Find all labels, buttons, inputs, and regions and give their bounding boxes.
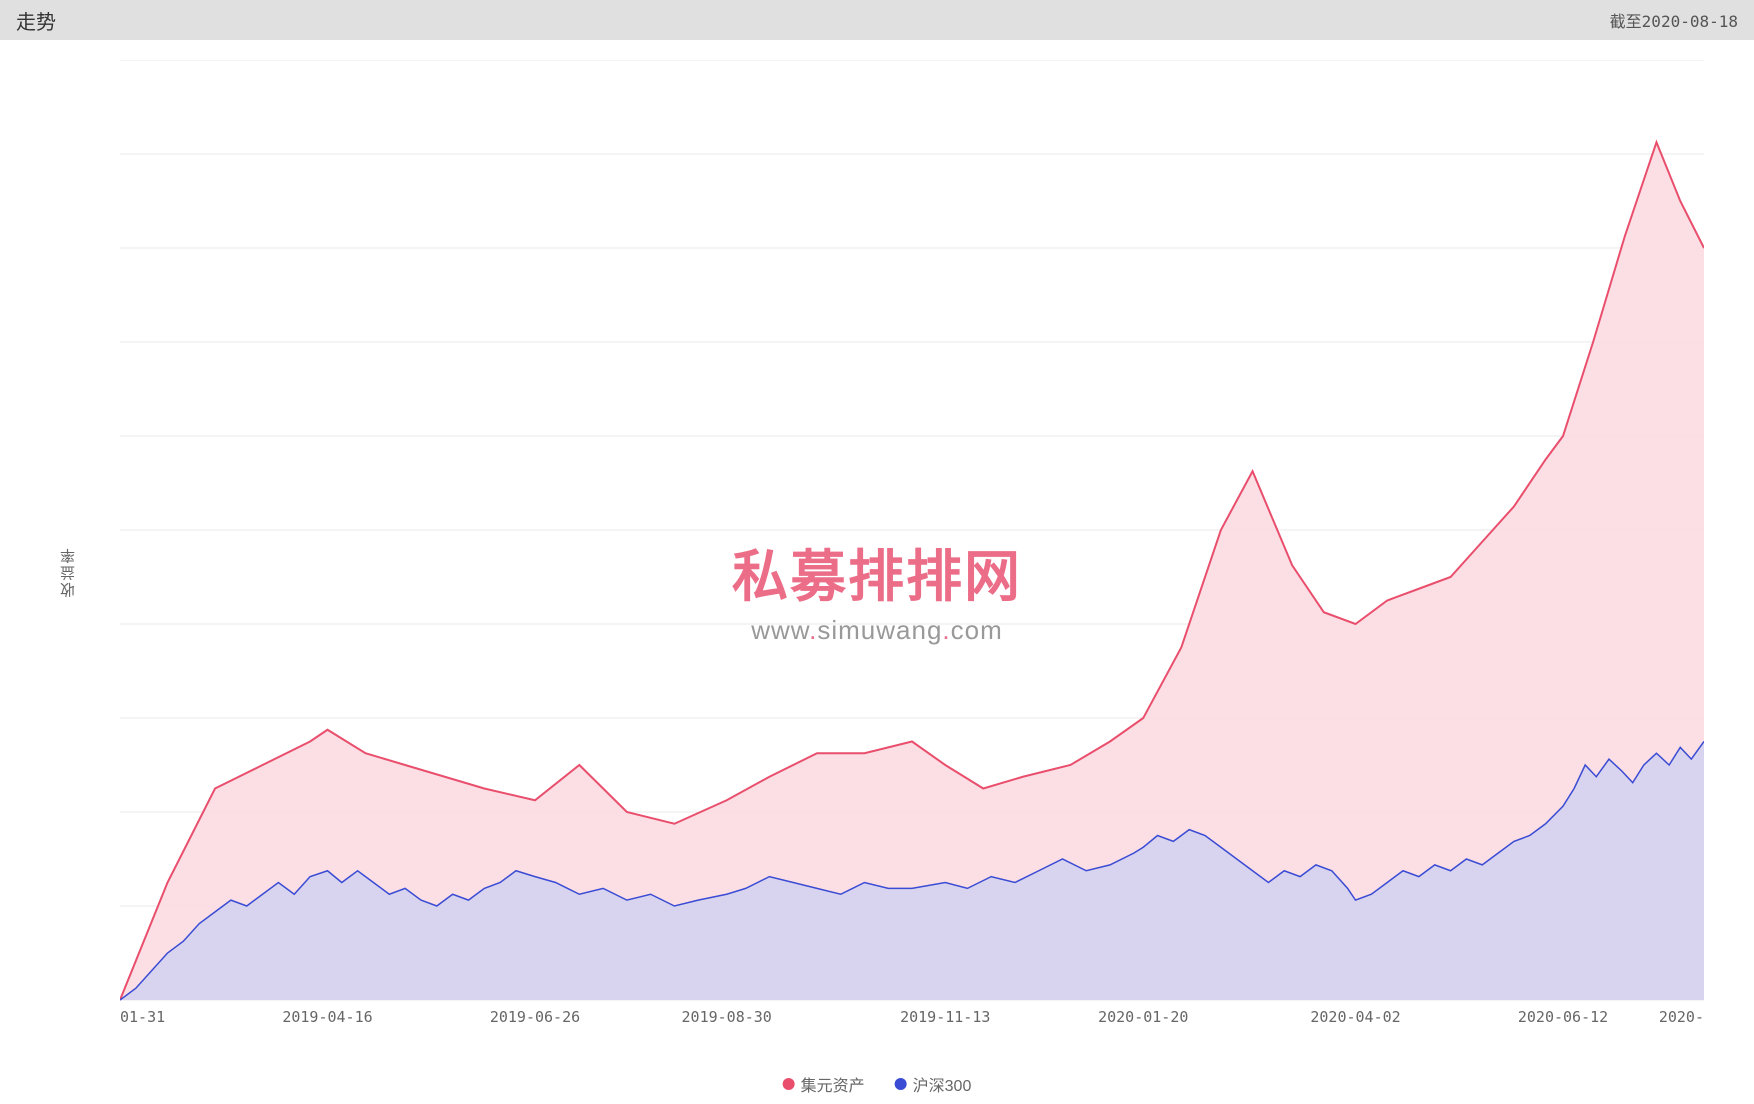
svg-text:2019-06-26: 2019-06-26	[490, 1008, 580, 1026]
svg-text:2019-08-30: 2019-08-30	[682, 1008, 772, 1026]
plot-area: 2019-01-312019-04-162019-06-262019-08-30…	[120, 60, 1704, 1000]
page-title: 走势	[16, 6, 56, 35]
chart-series	[120, 142, 1704, 1000]
y-axis-label: 收益率	[58, 547, 79, 598]
legend-item-0: 集元资产	[783, 1072, 865, 1096]
legend-label-0: 集元资产	[801, 1072, 865, 1096]
svg-text:2020-04-02: 2020-04-02	[1310, 1008, 1400, 1026]
header-bar: 走势 截至2020-08-18	[0, 0, 1754, 40]
svg-text:2020-08-18: 2020-08-18	[1659, 1008, 1704, 1026]
date-value: 2020-08-18	[1642, 12, 1738, 31]
x-axis: 2019-01-31 2019-04-16 2019-06-26 2019-08-30…	[120, 1008, 1704, 1026]
legend: 集元资产 沪深300	[783, 1072, 972, 1096]
date-prefix: 截至	[1610, 12, 1642, 31]
svg-text:2019-01-31: 2019-01-31	[120, 1008, 165, 1026]
legend-item-1: 沪深300	[895, 1072, 972, 1096]
chart-container: 收益率 2019-01-31 2019-04-16 2019-06-26 2019-0…	[0, 40, 1754, 1104]
svg-text:2020-06-12: 2020-06-12	[1518, 1008, 1608, 1026]
trend-chart: 2019-01-31 2019-04-16 2019-06-26 2019-08-30…	[120, 60, 1704, 1040]
legend-dot-icon	[895, 1078, 907, 1090]
svg-text:2020-01-20: 2020-01-20	[1098, 1008, 1188, 1026]
svg-text:2019-11-13: 2019-11-13	[900, 1008, 990, 1026]
svg-text:2019-04-16: 2019-04-16	[282, 1008, 372, 1026]
legend-label-1: 沪深300	[913, 1072, 972, 1096]
as-of-date: 截至2020-08-18	[1610, 8, 1738, 32]
legend-dot-icon	[783, 1078, 795, 1090]
